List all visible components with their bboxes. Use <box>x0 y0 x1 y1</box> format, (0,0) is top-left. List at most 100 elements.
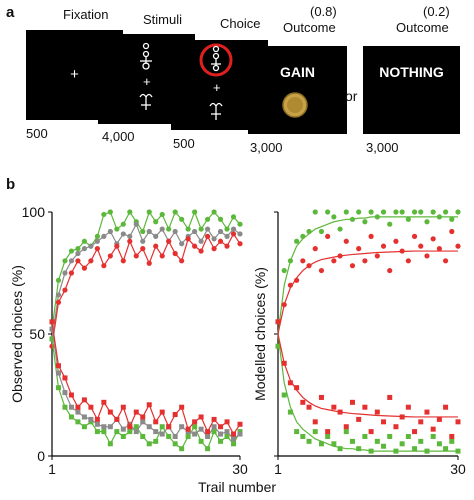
chart2-green-point <box>325 209 331 215</box>
chart2-green-point <box>300 233 306 239</box>
chart2-red-point <box>436 246 442 252</box>
chart1-red-square-point <box>166 424 172 430</box>
fixation-duration: 500 <box>26 126 48 141</box>
chart1-green-point <box>172 209 178 215</box>
chart1-y-tick-label: 50 <box>29 326 45 342</box>
chart1-green-circle-line <box>51 210 241 330</box>
chart1-red-square-point <box>140 414 146 420</box>
chart2-red-point <box>306 263 312 269</box>
chart1-red-square-point <box>211 416 217 422</box>
chart2-green-point <box>343 209 349 215</box>
chart1-gray-point <box>68 258 75 264</box>
chart1-green-point <box>217 216 224 222</box>
chart2-red-square-point <box>362 404 368 410</box>
fractal-stimulus-unchosen-icon <box>209 102 223 120</box>
chart1-red-square-point <box>146 402 152 408</box>
chart1-green-square-point <box>62 404 68 410</box>
chart1-red-point <box>120 258 126 264</box>
chart2-green-point <box>411 209 418 215</box>
chart2-green-square-point <box>356 446 362 452</box>
chart2-red-point <box>393 238 399 244</box>
chart1-red-point <box>55 299 62 305</box>
chart2-green-square-point <box>362 433 368 439</box>
chart1-red-point <box>68 270 75 276</box>
chart2-red-point <box>343 238 349 244</box>
nothing-text: NOTHING <box>379 64 444 80</box>
chart1-red-square-point <box>75 404 81 410</box>
chart1-red-square-point <box>94 416 100 422</box>
selection-circle-icon <box>199 43 233 77</box>
chart2-green-point <box>387 221 393 227</box>
chart1-green-point <box>224 226 230 232</box>
chart2-green-point <box>436 214 442 220</box>
chart1-green-square-point <box>55 385 61 391</box>
chart2-red-square-point <box>455 419 461 425</box>
chart1-gray-square-point <box>231 436 237 442</box>
chart2-red-point <box>418 243 424 249</box>
chart2-red-square-fit-line <box>277 333 458 418</box>
choice-fixation-cross-icon: + <box>213 80 221 95</box>
choice-duration: 500 <box>173 136 195 151</box>
chart1-gray-square-point <box>153 429 159 435</box>
chart2-red-point <box>399 248 405 254</box>
chart2-red-point <box>455 243 461 249</box>
chart2-green-point <box>374 214 380 220</box>
gain-screen: GAIN <box>248 46 347 134</box>
chart1-red-point <box>75 258 81 264</box>
chart1-green-square-point <box>153 438 159 444</box>
chart1-green-square-point <box>166 433 172 439</box>
fractal-stimulus-top-icon <box>140 42 152 70</box>
chart2-green-square-point <box>387 433 393 439</box>
chart1-x-tick-label: 30 <box>232 461 248 477</box>
chart2-green-point <box>424 219 430 225</box>
chart2-green-point <box>331 214 337 220</box>
nothing-duration: 3,000 <box>366 140 399 155</box>
chart2-green-square-point <box>449 438 455 444</box>
chart1-green-point <box>146 209 152 215</box>
stimuli-title: Stimuli <box>143 12 183 27</box>
choice-title: Choice <box>220 16 261 31</box>
chart1-gray-point <box>217 228 224 235</box>
chart1-red-square-point <box>205 429 211 435</box>
chart1-gray-square-point <box>192 431 198 437</box>
chart1-gray-square-point <box>107 424 113 430</box>
chart1-green-square-point <box>114 429 120 435</box>
chart2-red-point <box>331 258 337 264</box>
chart1-gray-square-point <box>133 429 139 435</box>
chart2-red-square-point <box>356 416 362 422</box>
chart1-gray-point <box>204 226 211 232</box>
chart1-red-point <box>159 253 165 259</box>
chart2-x-tick-label: 30 <box>450 461 466 477</box>
chart2-green-square-point <box>381 443 387 449</box>
chart2-green-square-point <box>443 446 449 452</box>
chart1-green-square-point <box>140 433 146 439</box>
chart1-gray-point <box>120 231 126 237</box>
chart1-gray-square-point <box>81 414 87 420</box>
chart2-red-square-point <box>430 426 436 432</box>
chart1-green-square-point <box>159 424 165 430</box>
chart1-red-square-point <box>127 424 133 430</box>
chart2-red-square-point <box>374 409 380 415</box>
chart2-red-point <box>349 263 356 269</box>
chart2-green-point <box>418 209 424 215</box>
chart2-green-point <box>349 216 356 222</box>
chart1-red-point <box>127 238 133 244</box>
chart1-gray-point <box>172 228 178 235</box>
gain-duration: 3,000 <box>250 140 283 155</box>
stimuli-fixation-cross-icon: + <box>143 74 151 89</box>
chart1-red-point <box>230 231 237 237</box>
chart1-red-square-point <box>133 409 139 415</box>
chart2-red-point <box>442 258 449 264</box>
chart1-red-point <box>146 260 152 266</box>
chart1-gray-square-point <box>68 404 74 410</box>
chart1-gray-square-point <box>211 424 217 430</box>
chart1-green-point <box>81 238 88 244</box>
chart1-red-point <box>185 236 191 242</box>
chart1-green-square-point <box>68 414 74 420</box>
chart1-green-point <box>62 258 68 264</box>
chart2-red-square-point <box>399 414 405 420</box>
chart2-green-point <box>393 209 399 215</box>
nothing-screen: NOTHING <box>363 46 460 134</box>
chart1-green-point <box>75 246 81 252</box>
chart1-gray-square-point <box>120 426 126 432</box>
